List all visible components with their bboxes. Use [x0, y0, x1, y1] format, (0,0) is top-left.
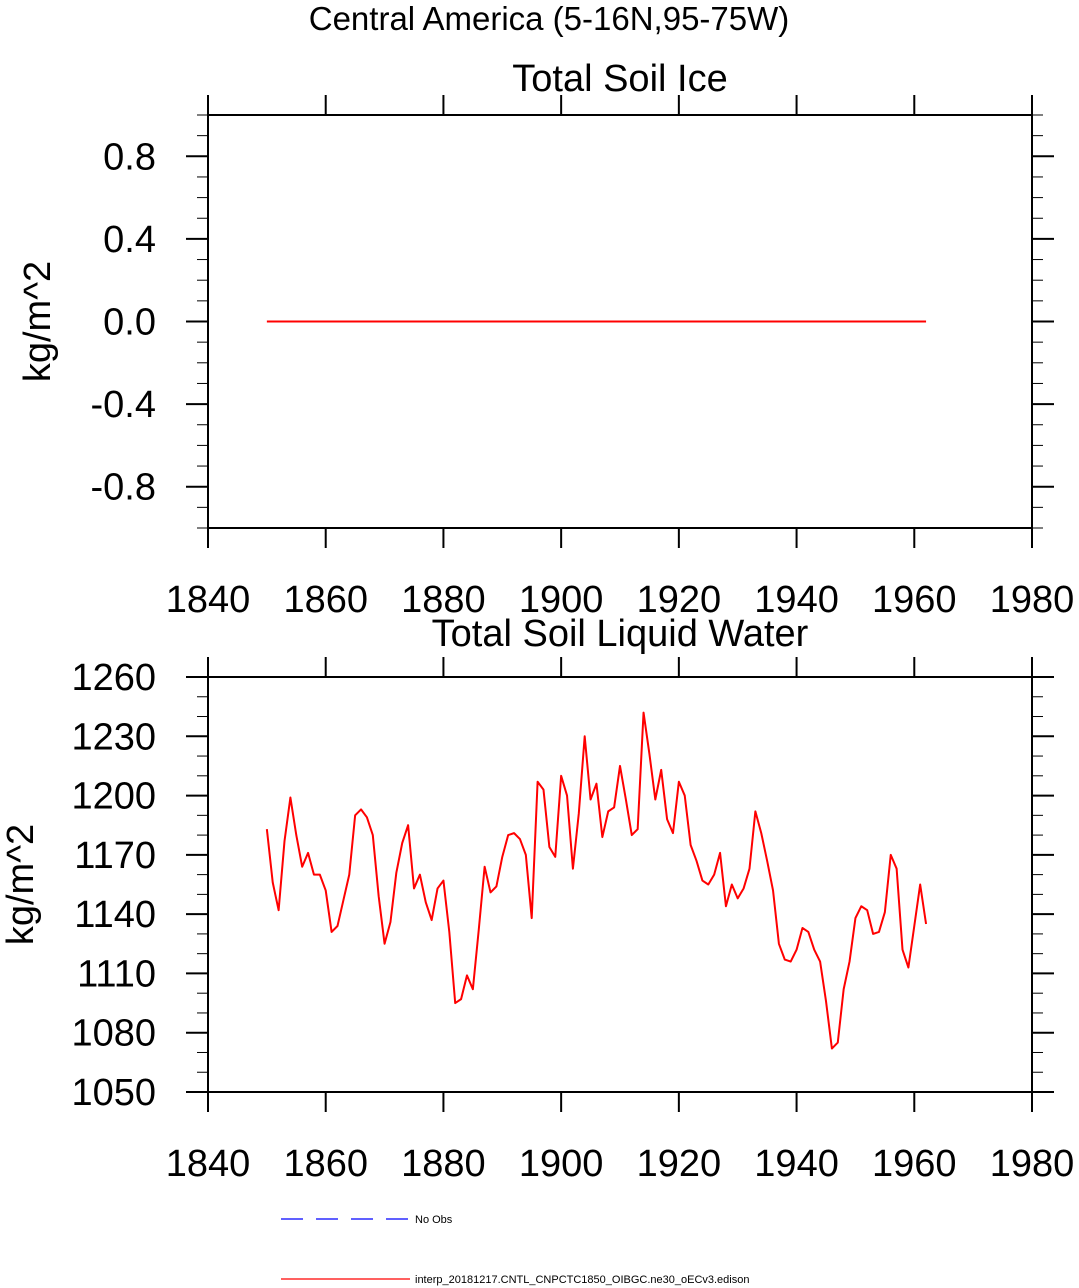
panel-title: Total Soil Ice	[512, 58, 727, 100]
x-tick-label: 1900	[519, 1143, 604, 1185]
x-tick-label: 1880	[401, 579, 486, 621]
x-tick-label: 1920	[637, 579, 722, 621]
legend: No Obs interp_20181217.CNTL_CNPCTC1850_O…	[281, 1214, 749, 1286]
x-tick-label: 1980	[990, 579, 1075, 621]
x-tick-label: 1900	[519, 579, 604, 621]
x-tick-label: 1840	[166, 579, 251, 621]
y-tick-label: 1230	[71, 716, 156, 758]
legend-label-model-run: interp_20181217.CNTL_CNPCTC1850_OIBGC.ne…	[415, 1274, 749, 1286]
y-tick-label: -0.4	[91, 384, 156, 426]
y-tick-label: 0.0	[103, 302, 156, 344]
y-tick-label: 1260	[71, 657, 156, 699]
x-tick-label: 1860	[283, 579, 368, 621]
x-tick-label: 1860	[283, 1143, 368, 1185]
plot-frame	[207, 676, 1033, 1093]
x-tick-label: 1940	[754, 579, 839, 621]
y-tick-label: 1080	[71, 1013, 156, 1055]
x-tick-label: 1940	[754, 1143, 839, 1185]
y-tick-label: 1110	[77, 953, 156, 995]
y-tick-label: -0.8	[91, 467, 156, 509]
x-tick-label: 1960	[872, 579, 957, 621]
y-tick-label: 1200	[71, 776, 156, 818]
x-tick-label: 1840	[166, 1143, 251, 1185]
series-line	[265, 711, 928, 1050]
y-axis-label: kg/m^2	[0, 824, 42, 945]
legend-label-no-obs: No Obs	[415, 1214, 453, 1226]
y-tick-label: 1050	[71, 1072, 156, 1114]
x-tick-label: 1880	[401, 1143, 486, 1185]
y-tick-label: 0.4	[103, 219, 156, 261]
x-tick-label: 1920	[637, 1143, 722, 1185]
y-tick-label: 1170	[74, 835, 156, 877]
x-tick-label: 1960	[872, 1143, 957, 1185]
x-tick-label: 1980	[990, 1143, 1075, 1185]
panel-total-soil-liquid-water: Total Soil Liquid Water kg/m^2 1840 1860 188…	[0, 613, 1074, 1185]
panel-title: Total Soil Liquid Water	[432, 613, 809, 655]
y-tick-label: 1140	[74, 894, 156, 936]
page-title: Central America (5-16N,95-75W)	[309, 0, 790, 37]
y-tick-label: 0.8	[103, 136, 156, 178]
y-axis-label: kg/m^2	[17, 261, 59, 382]
panel-total-soil-ice: Total Soil Ice kg/m^2 1840 1860 1880 1900 1920…	[17, 58, 1074, 621]
